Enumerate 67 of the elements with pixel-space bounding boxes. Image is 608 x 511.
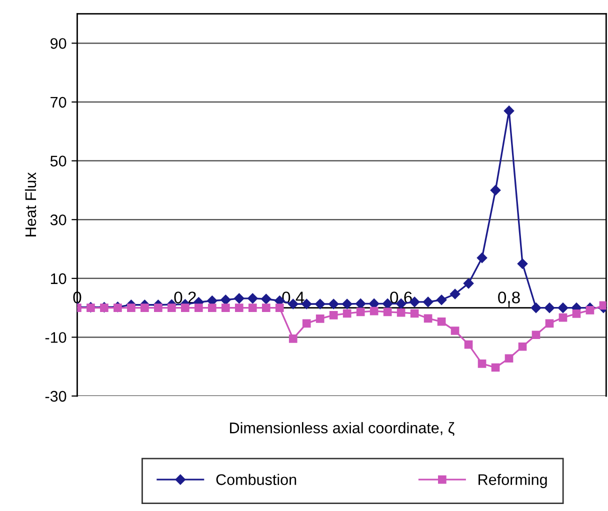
x-axis-title: Dimensionless axial coordinate, ζ	[230, 422, 454, 436]
point	[490, 185, 501, 196]
point	[181, 304, 190, 312]
point	[342, 298, 352, 310]
point	[288, 334, 298, 343]
point	[342, 309, 352, 318]
point	[504, 354, 514, 363]
point	[329, 311, 338, 320]
point	[261, 294, 272, 304]
y-tick-label: 90	[50, 38, 66, 49]
point	[504, 106, 514, 116]
point	[424, 314, 432, 323]
point	[275, 304, 284, 312]
point	[262, 304, 270, 312]
point	[572, 310, 581, 318]
point	[450, 326, 460, 335]
y-tick-label: 70	[50, 96, 66, 108]
point	[532, 330, 540, 340]
point	[127, 304, 136, 312]
point	[586, 306, 594, 314]
point	[518, 342, 527, 351]
y-axis-title: Heat Flux	[24, 172, 36, 236]
point	[194, 304, 203, 312]
point	[396, 308, 406, 317]
point	[356, 308, 365, 316]
point	[599, 301, 606, 310]
point	[463, 278, 474, 289]
legend-label: Combustion	[216, 474, 296, 486]
point	[370, 306, 378, 316]
point	[314, 298, 326, 310]
point	[220, 294, 231, 305]
point	[316, 314, 324, 323]
point	[436, 294, 447, 305]
point	[328, 298, 339, 310]
y-tick-label: 10	[50, 273, 66, 284]
y-tick-label: -30	[45, 390, 66, 402]
point	[437, 317, 446, 326]
point	[234, 304, 244, 312]
point	[478, 360, 486, 368]
point	[383, 308, 392, 316]
point	[422, 296, 434, 308]
point	[221, 304, 230, 312]
point	[464, 340, 473, 349]
y-tick-label: 50	[50, 156, 66, 166]
point	[558, 302, 568, 313]
point	[545, 319, 554, 328]
point	[517, 258, 528, 269]
point	[154, 304, 162, 312]
point	[208, 304, 216, 312]
point	[234, 293, 244, 304]
point	[140, 304, 149, 312]
point	[168, 304, 176, 312]
legend-label: Reforming	[478, 474, 547, 488]
point	[530, 302, 542, 313]
point	[355, 298, 366, 309]
point	[248, 293, 258, 304]
y-tick-label: -10	[45, 332, 66, 343]
point	[476, 252, 488, 263]
point	[558, 313, 568, 322]
point	[248, 304, 257, 312]
y-tick-label: 30	[50, 214, 66, 226]
point	[544, 302, 555, 313]
point	[410, 309, 419, 318]
point	[491, 363, 500, 372]
point	[302, 319, 311, 328]
point	[450, 288, 460, 300]
x-tick-label: 0.8	[498, 292, 520, 304]
